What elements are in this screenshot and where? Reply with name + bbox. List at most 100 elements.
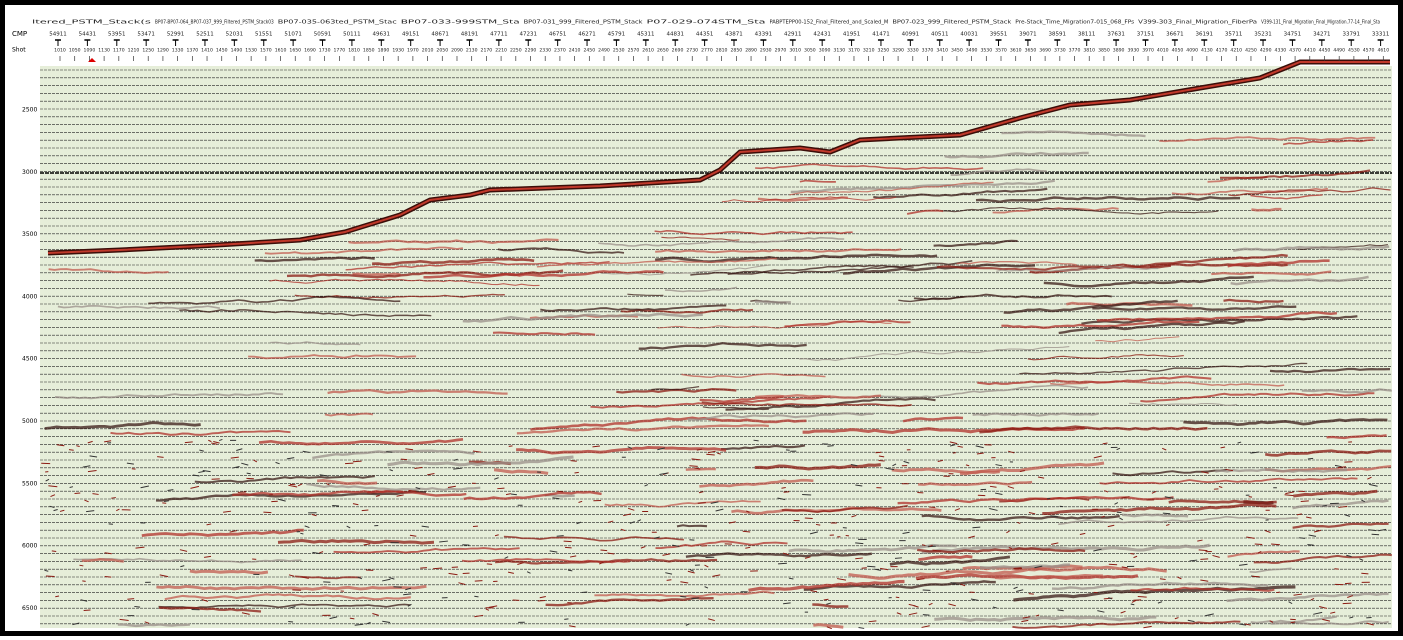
noise bbox=[582, 592, 588, 593]
noise bbox=[743, 531, 750, 532]
shot-value: 3090 bbox=[819, 48, 831, 54]
reflector bbox=[677, 525, 707, 526]
line-name: Pre-Stack_Time_Migration7-015_068_FPs bbox=[1015, 20, 1134, 26]
depth-label: 6000 bbox=[22, 543, 37, 550]
shot-value: 2410 bbox=[569, 48, 581, 54]
shot-value: 4370 bbox=[1289, 48, 1301, 54]
section-area bbox=[40, 66, 1392, 628]
shot-value: 4090 bbox=[1186, 48, 1198, 54]
shot-value: 4290 bbox=[1260, 48, 1272, 54]
shot-value: 1570 bbox=[260, 48, 272, 54]
noise bbox=[698, 503, 706, 504]
shot-value: 4610 bbox=[1377, 48, 1389, 54]
noise bbox=[565, 547, 572, 548]
noise bbox=[1299, 538, 1305, 539]
shot-value: 1930 bbox=[392, 48, 404, 54]
shot-value: 1010 bbox=[54, 48, 66, 54]
noise bbox=[52, 551, 56, 552]
noise bbox=[879, 460, 885, 461]
noise bbox=[1199, 550, 1208, 551]
noise bbox=[497, 488, 504, 489]
cmp-label: CMP bbox=[12, 30, 27, 38]
shot-value: 4570 bbox=[1363, 48, 1375, 54]
shot-value: 1770 bbox=[334, 48, 346, 54]
noise bbox=[1249, 497, 1252, 498]
shot-value: 3770 bbox=[1069, 48, 1081, 54]
shot-value: 1810 bbox=[348, 48, 360, 54]
shot-value: 2050 bbox=[436, 48, 448, 54]
shot-value: 3970 bbox=[1142, 48, 1154, 54]
cmp-value: 52031 bbox=[226, 32, 244, 38]
shot-value: 3930 bbox=[1127, 48, 1139, 54]
shot-value: 4250 bbox=[1245, 48, 1257, 54]
shot-value: 3490 bbox=[966, 48, 978, 54]
noise bbox=[928, 546, 936, 547]
shot-value: 3690 bbox=[1039, 48, 1051, 54]
shot-value: 3290 bbox=[892, 48, 904, 54]
cmp-value: 41951 bbox=[843, 32, 861, 38]
shot-value: 3450 bbox=[951, 48, 963, 54]
noise bbox=[574, 472, 578, 473]
cmp-value: 42431 bbox=[813, 32, 831, 38]
shot-value: 1530 bbox=[245, 48, 257, 54]
noise bbox=[953, 453, 956, 454]
line-name: BP07-035-063ted_PSTM_Stac bbox=[278, 20, 397, 26]
shot-value: 2170 bbox=[481, 48, 493, 54]
noise bbox=[474, 596, 478, 597]
shot-value: 2010 bbox=[422, 48, 434, 54]
cmp-value: 52991 bbox=[167, 32, 185, 38]
shot-value: 4410 bbox=[1304, 48, 1316, 54]
cmp-value: 47231 bbox=[520, 32, 538, 38]
shot-value: 4170 bbox=[1216, 48, 1228, 54]
reflector bbox=[755, 301, 791, 302]
cmp-value: 49151 bbox=[402, 32, 420, 38]
line-name: BP07-033-999STM_Sta bbox=[401, 20, 520, 26]
noise bbox=[571, 461, 577, 462]
noise bbox=[362, 510, 369, 511]
shot-value: 3730 bbox=[1054, 48, 1066, 54]
shot-value: 2730 bbox=[686, 48, 698, 54]
shot-value: 1050 bbox=[69, 48, 81, 54]
cmp-value: 41471 bbox=[872, 32, 890, 38]
shot-value: 3250 bbox=[878, 48, 890, 54]
noise bbox=[867, 566, 875, 567]
shot-value: 2210 bbox=[495, 48, 507, 54]
shot-value: 1610 bbox=[275, 48, 287, 54]
shot-value: 2330 bbox=[539, 48, 551, 54]
shot-value: 1490 bbox=[231, 48, 243, 54]
shot-value: 3130 bbox=[833, 48, 845, 54]
shot-value: 1970 bbox=[407, 48, 419, 54]
shot-value: 2290 bbox=[525, 48, 537, 54]
depth-label: 4000 bbox=[22, 293, 37, 300]
shot-value: 2450 bbox=[583, 48, 595, 54]
noise bbox=[600, 550, 607, 551]
noise bbox=[1308, 458, 1313, 459]
cmp-value: 40991 bbox=[902, 32, 920, 38]
line-name: ltered_PSTM_Stack(s bbox=[32, 20, 151, 26]
cmp-value: 44831 bbox=[666, 32, 684, 38]
cmp-value: 53471 bbox=[137, 32, 155, 38]
shot-value: 3890 bbox=[1113, 48, 1125, 54]
noise bbox=[1200, 559, 1208, 560]
shot-value: 4450 bbox=[1319, 48, 1331, 54]
cmp-value: 35231 bbox=[1254, 32, 1272, 38]
noise bbox=[1301, 501, 1309, 502]
cmp-value: 38111 bbox=[1078, 32, 1096, 38]
shot-value: 1290 bbox=[157, 48, 169, 54]
cmp-value: 34751 bbox=[1284, 32, 1302, 38]
cmp-value: 33791 bbox=[1342, 32, 1360, 38]
reflector bbox=[686, 469, 716, 470]
shot-value: 2890 bbox=[745, 48, 757, 54]
shot-value: 3370 bbox=[922, 48, 934, 54]
shot-value: 4210 bbox=[1230, 48, 1242, 54]
noise bbox=[802, 494, 811, 495]
line-name: PABPTEPP00-152_Final_Filtered_and_Scaled… bbox=[769, 20, 888, 26]
noise bbox=[564, 619, 568, 620]
noise bbox=[164, 501, 169, 502]
shot-value: 1650 bbox=[289, 48, 301, 54]
cmp-value: 42911 bbox=[784, 32, 802, 38]
noise bbox=[353, 461, 362, 462]
noise bbox=[1163, 513, 1170, 514]
noise bbox=[689, 466, 697, 467]
noise bbox=[475, 581, 483, 582]
